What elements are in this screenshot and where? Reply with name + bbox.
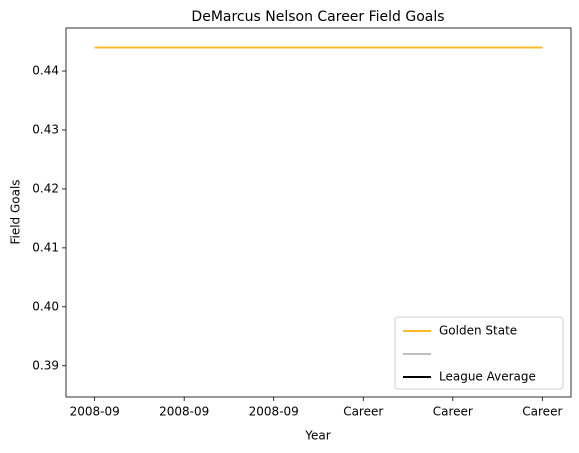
- x-tick-label: Career: [433, 405, 473, 419]
- y-axis-label: Field Goals: [9, 179, 23, 244]
- x-tick-label: 2008-09: [70, 405, 120, 419]
- y-tick-label: 0.42: [32, 181, 59, 195]
- y-tick-label: 0.44: [32, 64, 59, 78]
- legend-label: Golden State: [439, 324, 517, 338]
- x-axis-label: Year: [304, 429, 330, 443]
- y-tick-label: 0.40: [32, 299, 59, 313]
- legend-box: [394, 316, 564, 390]
- y-tick-label: 0.41: [32, 240, 59, 254]
- x-tick-label: Career: [522, 405, 562, 419]
- x-tick-label: 2008-09: [159, 405, 209, 419]
- legend-label: League Average: [439, 370, 536, 384]
- y-tick-label: 0.39: [32, 358, 59, 372]
- y-tick-label: 0.43: [32, 122, 59, 136]
- plot-frame: [65, 27, 572, 398]
- chart-title: DeMarcus Nelson Career Field Goals: [191, 9, 444, 25]
- x-tick-label: 2008-09: [249, 405, 299, 419]
- x-tick-label: Career: [343, 405, 383, 419]
